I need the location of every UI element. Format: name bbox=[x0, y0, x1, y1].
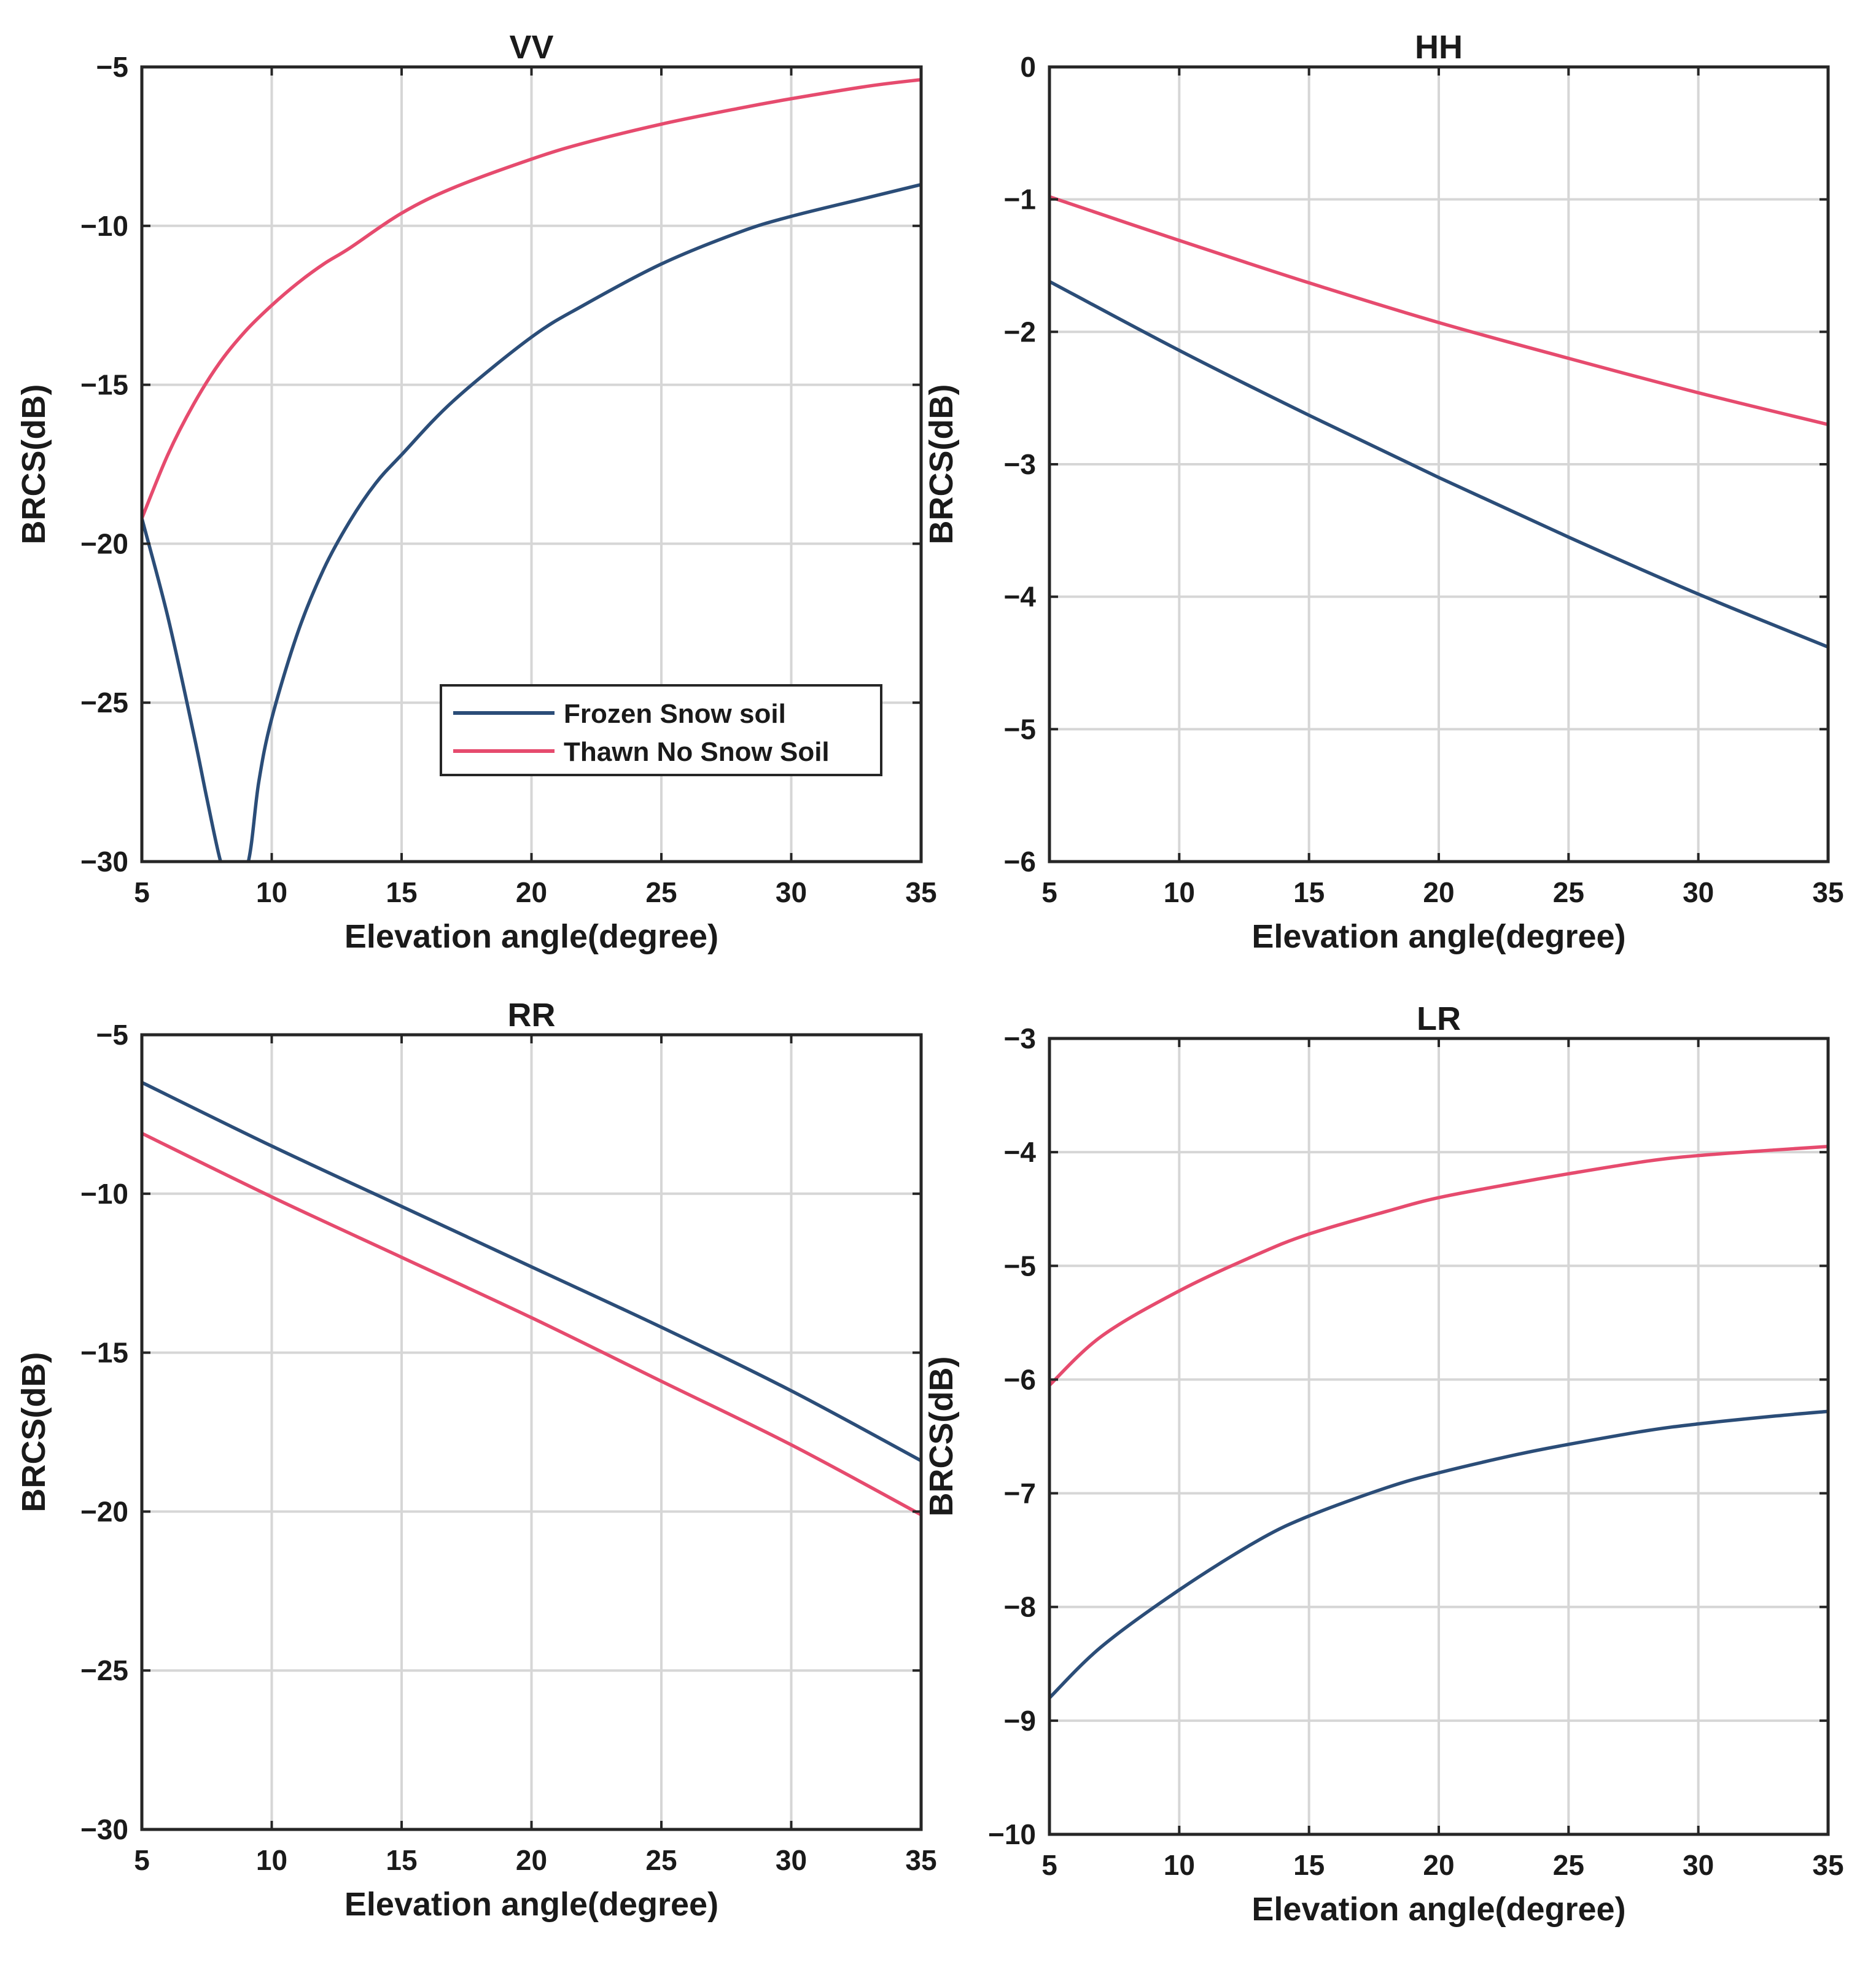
series-line-frozen-snow-soil bbox=[142, 1081, 921, 1463]
x-tick-label: 30 bbox=[1683, 1849, 1714, 1881]
x-axis-label: Elevation angle(degree) bbox=[1251, 918, 1625, 955]
y-tick-label: −1 bbox=[1004, 184, 1036, 216]
y-tick-label: −15 bbox=[80, 1337, 128, 1369]
y-tick-label: −20 bbox=[80, 1495, 128, 1527]
x-tick-label: 10 bbox=[1164, 876, 1195, 908]
y-tick-label: −25 bbox=[80, 1654, 128, 1686]
y-axis-label: BRCS(dB) bbox=[15, 1352, 52, 1513]
x-tick-label: 10 bbox=[1164, 1849, 1195, 1881]
chart-title: LR bbox=[1417, 1000, 1461, 1037]
x-tick-label: 5 bbox=[134, 1844, 150, 1876]
y-tick-label: −4 bbox=[1004, 1136, 1037, 1168]
x-tick-label: 25 bbox=[645, 876, 677, 908]
x-tick-label: 35 bbox=[1812, 1849, 1843, 1881]
series-line-frozen-snow-soil bbox=[1049, 279, 1828, 649]
y-tick-label: −3 bbox=[1004, 448, 1036, 480]
x-axis-label: Elevation angle(degree) bbox=[1251, 1891, 1625, 1928]
x-tick-label: 25 bbox=[645, 1844, 677, 1876]
x-tick-label: 35 bbox=[1812, 876, 1843, 908]
x-tick-label: 20 bbox=[516, 1844, 547, 1876]
x-tick-label: 10 bbox=[256, 876, 287, 908]
x-axis-label: Elevation angle(degree) bbox=[344, 918, 718, 955]
x-tick-label: 35 bbox=[905, 876, 936, 908]
series-line-thawn-no-snow-soil bbox=[142, 77, 921, 520]
chart-rr: 5 10 15 20 25 30 35 −30 −25 −20 −15 −10 −5 RR Elevatio… bbox=[15, 997, 937, 1923]
y-tick-label: −2 bbox=[1004, 316, 1036, 348]
x-tick-label: 20 bbox=[516, 876, 547, 908]
y-axis-label: BRCS(dB) bbox=[15, 384, 52, 545]
y-tick-label: −25 bbox=[80, 687, 128, 719]
y-tick-label: −20 bbox=[80, 528, 128, 559]
x-tick-label: 15 bbox=[386, 876, 417, 908]
chart-title: RR bbox=[508, 997, 556, 1034]
legend-box bbox=[440, 684, 882, 776]
x-tick-label: 30 bbox=[776, 1844, 807, 1876]
x-tick-label: 10 bbox=[256, 1844, 287, 1876]
y-tick-label: −30 bbox=[80, 846, 128, 878]
x-tick-label: 15 bbox=[386, 1844, 417, 1876]
y-tick-label: −9 bbox=[1004, 1705, 1036, 1737]
x-tick-label: 5 bbox=[134, 876, 150, 908]
y-tick-label: −5 bbox=[96, 1019, 128, 1051]
y-tick-label: −6 bbox=[1004, 1363, 1036, 1395]
y-tick-label: −6 bbox=[1004, 846, 1036, 878]
y-tick-label: −10 bbox=[80, 1178, 128, 1210]
series-line-thawn-no-snow-soil bbox=[142, 1131, 921, 1517]
y-tick-label: −4 bbox=[1004, 581, 1037, 613]
legend: Frozen Snow soil Thawn No Snow Soil bbox=[440, 684, 882, 776]
x-axis-label: Elevation angle(degree) bbox=[344, 1886, 718, 1923]
legend-label: Thawn No Snow Soil bbox=[564, 737, 830, 767]
series-line-frozen-snow-soil bbox=[1049, 1409, 1828, 1699]
y-axis-label: BRCS(dB) bbox=[923, 1357, 960, 1517]
y-tick-label: −5 bbox=[1004, 1250, 1036, 1282]
y-tick-label: 0 bbox=[1020, 51, 1036, 83]
x-tick-label: 20 bbox=[1423, 876, 1454, 908]
x-tick-label: 15 bbox=[1293, 876, 1325, 908]
x-tick-label: 35 bbox=[905, 1844, 936, 1876]
x-tick-label: 5 bbox=[1041, 1849, 1057, 1881]
y-tick-label: −3 bbox=[1004, 1022, 1036, 1054]
x-tick-label: 25 bbox=[1553, 876, 1584, 908]
y-tick-label: −5 bbox=[1004, 713, 1036, 745]
y-tick-label: −15 bbox=[80, 369, 128, 401]
x-tick-label: 15 bbox=[1293, 1849, 1325, 1881]
y-tick-label: −5 bbox=[96, 51, 128, 83]
chart-lr: 5 10 15 20 25 30 35 −10 −9 −8 −7 −6 −5 −4 −3 LR Elevatio… bbox=[923, 1000, 1844, 1928]
chart-title: VV bbox=[509, 29, 553, 66]
chart-title: HH bbox=[1415, 29, 1463, 66]
y-axis-label: BRCS(dB) bbox=[923, 384, 960, 545]
y-tick-label: −10 bbox=[80, 210, 128, 242]
chart-hh: 5 10 15 20 25 30 35 −6 −5 −4 −3 −2 −1 0 HH Elevation an… bbox=[923, 29, 1844, 955]
x-tick-label: 5 bbox=[1041, 876, 1057, 908]
y-tick-label: −10 bbox=[988, 1818, 1036, 1850]
x-tick-label: 20 bbox=[1423, 1849, 1454, 1881]
series-line-thawn-no-snow-soil bbox=[1049, 1145, 1828, 1387]
y-tick-label: −7 bbox=[1004, 1478, 1036, 1509]
x-tick-label: 25 bbox=[1553, 1849, 1584, 1881]
x-tick-label: 30 bbox=[776, 876, 807, 908]
chart-vv: 5 10 15 20 25 30 35 −30 −25 −20 −15 −10 −5 VV Elevatio… bbox=[15, 29, 937, 955]
series-line-frozen-snow-soil bbox=[142, 182, 921, 862]
x-tick-label: 30 bbox=[1683, 876, 1714, 908]
series-line-thawn-no-snow-soil bbox=[1049, 195, 1828, 426]
y-tick-label: −30 bbox=[80, 1813, 128, 1845]
legend-label: Frozen Snow soil bbox=[564, 699, 786, 729]
y-tick-label: −8 bbox=[1004, 1591, 1036, 1623]
